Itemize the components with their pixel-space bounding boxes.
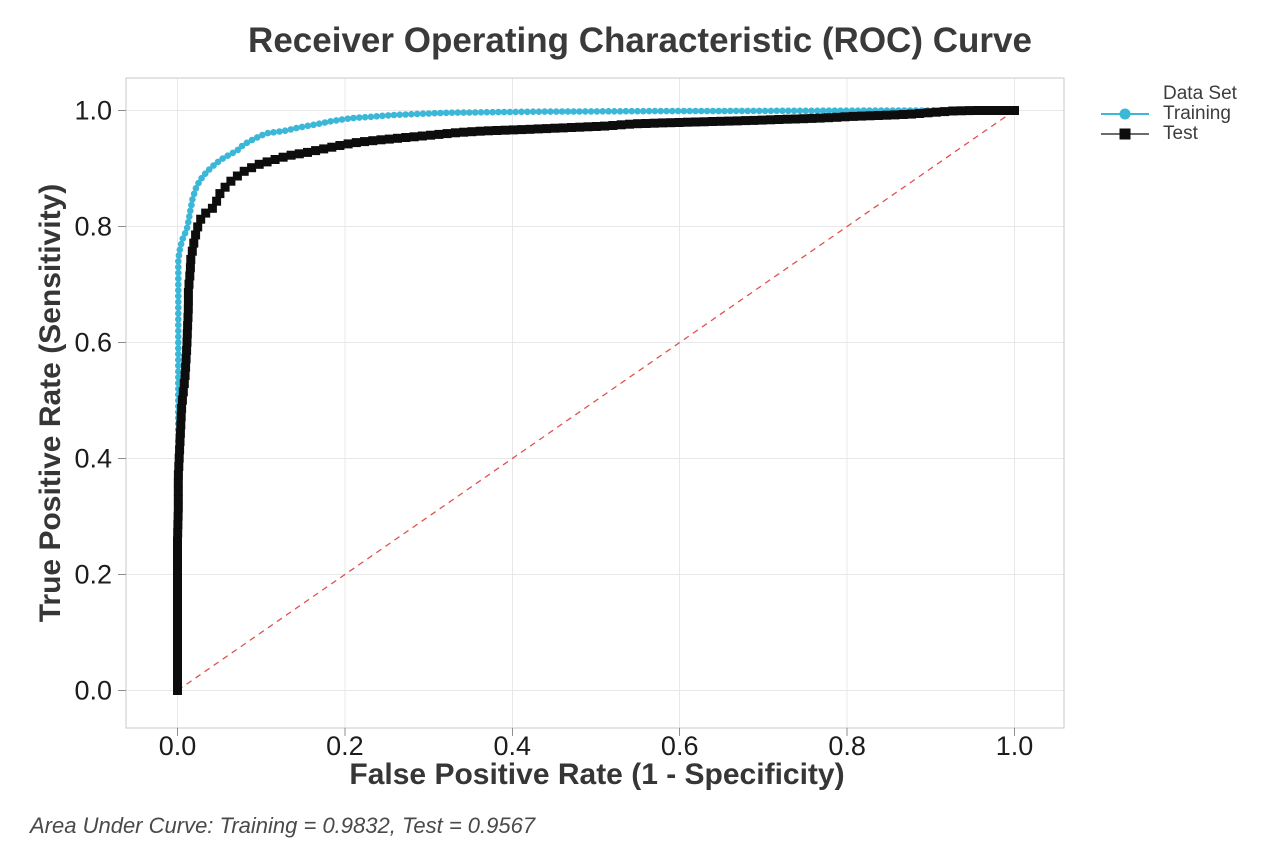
- series-test-markers: [173, 106, 1019, 695]
- svg-text:0.2: 0.2: [326, 731, 364, 761]
- x-tick-labels: 0.0 0.2 0.4 0.6 0.8 1.0: [159, 731, 1034, 761]
- svg-text:0.0: 0.0: [74, 676, 112, 706]
- svg-text:0.8: 0.8: [828, 731, 866, 761]
- svg-text:0.8: 0.8: [74, 212, 112, 242]
- auc-annotation: Area Under Curve: Training = 0.9832, Tes…: [30, 813, 536, 838]
- x-axis-title: False Positive Rate (1 - Specificity): [349, 758, 845, 791]
- legend-item-label: Training: [1163, 103, 1231, 124]
- legend-title: Data Set: [1163, 83, 1237, 104]
- legend-item-label: Test: [1163, 123, 1198, 144]
- svg-text:0.6: 0.6: [74, 328, 112, 358]
- y-axis-title: True Positive Rate (Sensitivity): [34, 183, 67, 623]
- chart-title: Receiver Operating Characteristic (ROC) …: [248, 21, 1032, 60]
- svg-text:0.2: 0.2: [74, 560, 112, 590]
- svg-text:0.6: 0.6: [661, 731, 699, 761]
- test-square-marker-icon: [1101, 128, 1149, 140]
- reference-diagonal: [177, 109, 1015, 692]
- svg-text:0.0: 0.0: [159, 731, 197, 761]
- training-circle-marker-icon: [1101, 108, 1149, 120]
- svg-text:0.4: 0.4: [74, 444, 112, 474]
- svg-text:1.0: 1.0: [74, 96, 112, 126]
- legend-item-training: Training: [1101, 104, 1237, 124]
- legend: Data Set Training Test: [1101, 84, 1237, 144]
- gridlines: [126, 78, 1064, 728]
- y-tick-labels: 0.0 0.2 0.4 0.6 0.8 1.0: [74, 96, 112, 706]
- legend-item-test: Test: [1101, 124, 1237, 144]
- plot-frame: [125, 77, 1065, 729]
- svg-text:0.4: 0.4: [494, 731, 532, 761]
- svg-text:1.0: 1.0: [996, 731, 1034, 761]
- axis-ticks: [118, 110, 1015, 736]
